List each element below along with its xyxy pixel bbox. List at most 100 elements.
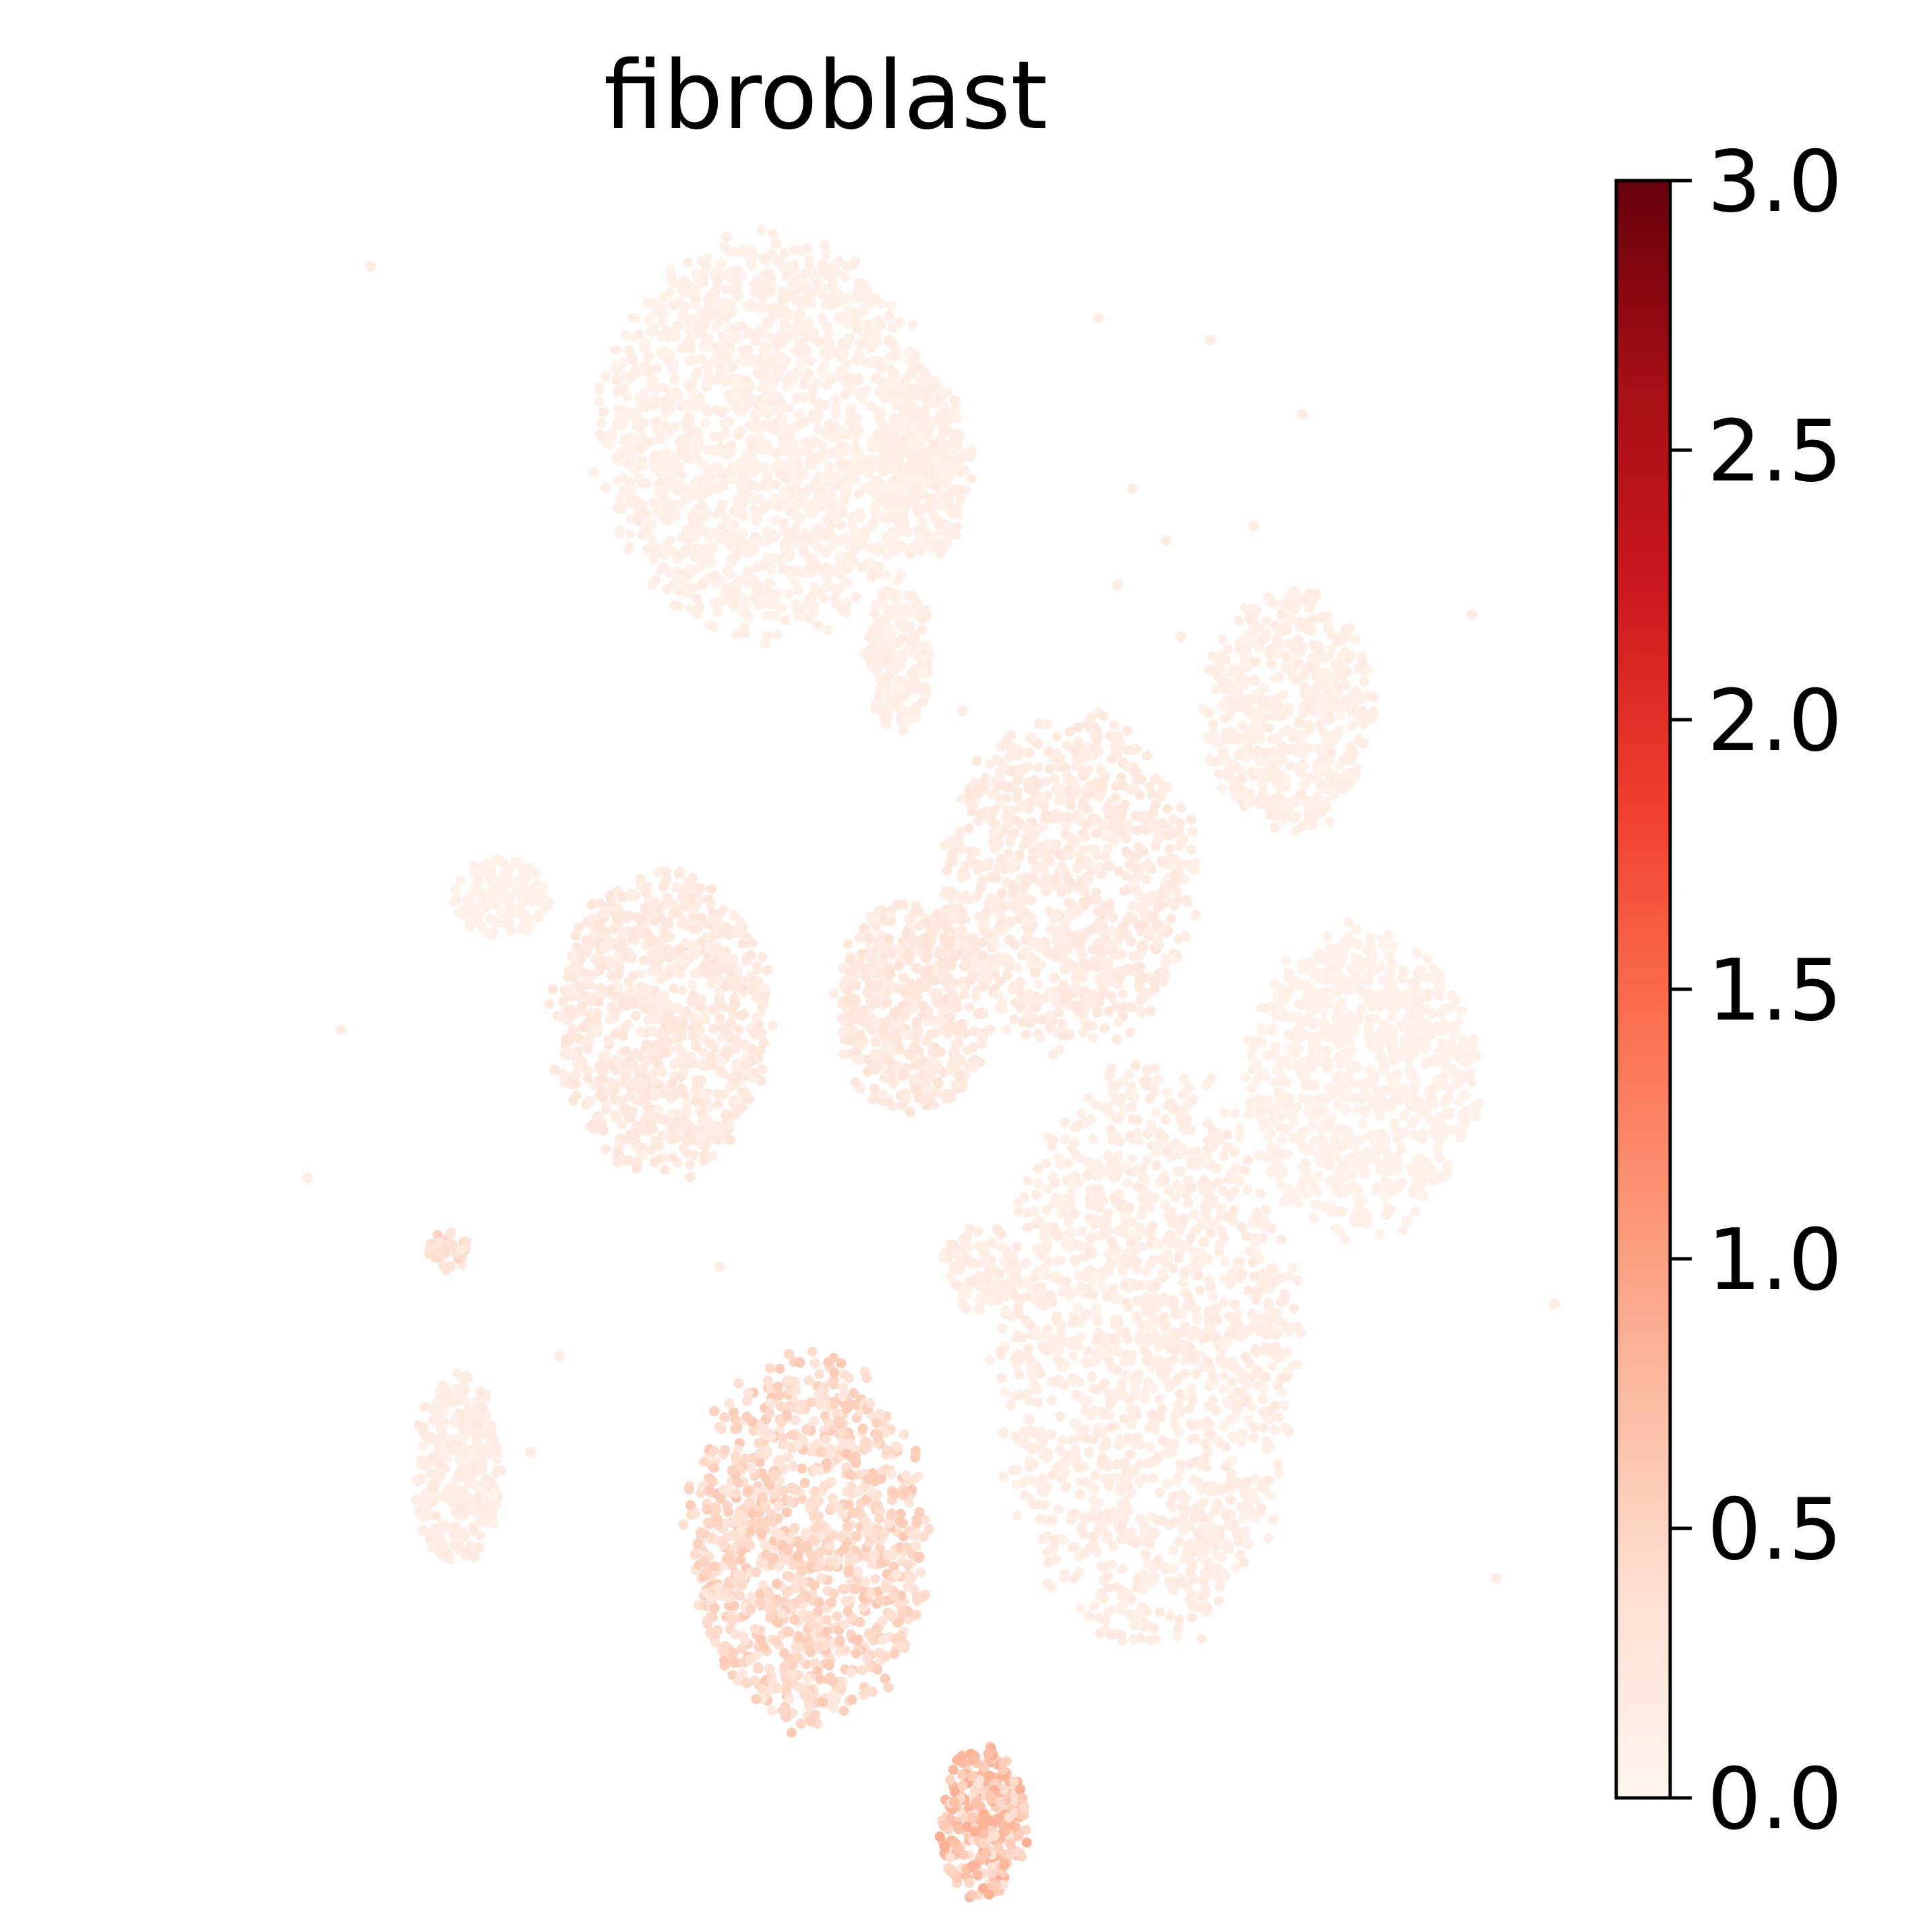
- cell-point-6-458: [1103, 1006, 1114, 1017]
- cell-point-4-251: [547, 984, 558, 995]
- cell-point-0-1139: [710, 270, 721, 281]
- cell-point-0-1550: [678, 575, 689, 586]
- cell-point-0-1242: [665, 287, 675, 298]
- cell-point-0-1106: [760, 638, 770, 649]
- cell-point-2-147: [899, 678, 910, 689]
- cell-point-4-537: [729, 1094, 739, 1105]
- cell-point-6-664: [1058, 861, 1068, 872]
- cell-point-0-243: [766, 565, 777, 575]
- cell-point-4-861: [689, 1150, 700, 1160]
- cell-point-0-916: [681, 432, 692, 443]
- cell-point-6-860: [1149, 774, 1160, 784]
- cell-point-0-1403: [873, 409, 884, 420]
- cell-point-0-934: [881, 569, 892, 580]
- cell-point-6-759: [1002, 812, 1012, 823]
- cell-point-7-29: [1263, 592, 1274, 603]
- cell-point-4-847: [635, 968, 646, 979]
- cell-point-0-1481: [644, 314, 654, 325]
- cell-point-6-108: [1051, 731, 1062, 742]
- cell-point-0-1070: [776, 602, 787, 613]
- cell-point-0-1312: [749, 494, 759, 505]
- cell-point-0-1082: [702, 334, 713, 345]
- cell-point-4-876: [620, 953, 631, 964]
- cell-point-0-825: [721, 428, 731, 439]
- cell-point-5-427: [842, 1018, 853, 1028]
- cell-point-6-728: [1161, 830, 1171, 841]
- cell-point-4-616: [617, 892, 627, 902]
- cell-point-4-747: [636, 914, 647, 925]
- cell-point-7-187: [1297, 821, 1308, 832]
- cell-point-6-589: [1119, 886, 1130, 896]
- cell-point-0-1459: [804, 254, 815, 265]
- cell-point-6-847: [981, 928, 992, 939]
- cell-point-4-714: [628, 999, 639, 1009]
- cell-point-6-695: [1175, 803, 1186, 813]
- cell-point-4-870: [582, 1073, 592, 1084]
- cell-point-0-1198: [805, 508, 816, 519]
- cell-point-0-883: [627, 354, 638, 365]
- cell-point-4-760: [597, 1092, 608, 1102]
- cell-point-0-866: [645, 326, 656, 337]
- cell-point-4-878: [741, 1040, 752, 1051]
- cell-point-4-640: [669, 1089, 680, 1100]
- cell-point-7-341: [1313, 681, 1324, 692]
- cell-point-6-778: [1045, 1023, 1055, 1034]
- cell-point-7-463: [1208, 718, 1219, 729]
- cell-point-0-949: [824, 461, 834, 472]
- cell-point-6-779: [1062, 945, 1073, 956]
- cell-point-6-730: [1153, 835, 1163, 846]
- cell-point-0-1509: [722, 334, 732, 345]
- cell-point-6-843: [973, 783, 984, 794]
- cell-point-6-793: [1094, 791, 1105, 802]
- cell-point-0-1194: [835, 425, 846, 436]
- cell-point-0-1461: [817, 261, 828, 272]
- cell-point-6-757: [1167, 898, 1177, 909]
- cell-point-7-442: [1295, 788, 1306, 799]
- cell-point-5-394: [904, 950, 914, 961]
- cell-point-4-716: [723, 925, 733, 935]
- cell-point-0-1450: [725, 588, 735, 598]
- cell-point-6-412: [1033, 762, 1043, 772]
- cell-point-0-1555: [694, 563, 705, 573]
- cell-point-0-873: [822, 482, 832, 493]
- cell-point-6-586: [1078, 896, 1089, 907]
- cell-point-5-421: [851, 980, 861, 991]
- cell-point-0-1596: [696, 526, 707, 537]
- cell-point-5-483: [875, 958, 886, 969]
- cell-point-4-860: [590, 954, 601, 965]
- cell-point-4-544: [628, 1059, 639, 1070]
- cell-point-2-90: [863, 654, 874, 665]
- cell-point-6-560: [960, 890, 971, 901]
- cell-point-4-845: [671, 1016, 681, 1026]
- cell-point-4-818: [696, 1059, 707, 1069]
- cell-point-4-835: [712, 1099, 723, 1110]
- cell-point-7-465: [1277, 610, 1287, 621]
- cell-point-1-248: [933, 540, 944, 551]
- cell-point-4-896: [615, 908, 625, 918]
- cell-point-6-899: [1002, 782, 1013, 793]
- cell-point-6-374: [1190, 857, 1200, 868]
- cell-point-4-602: [742, 1094, 753, 1104]
- cell-point-1-218: [938, 425, 948, 436]
- cell-point-5-473: [921, 941, 932, 952]
- cell-point-5-469: [950, 1045, 960, 1056]
- cell-point-6-197: [1142, 750, 1152, 761]
- cell-point-0-1210: [741, 578, 752, 589]
- cell-point-6-762: [1164, 854, 1175, 865]
- cell-point-0-1539: [731, 265, 742, 276]
- cell-point-0-258: [783, 403, 794, 414]
- cell-point-7-110: [1233, 615, 1244, 626]
- cell-point-0-1581: [694, 442, 704, 453]
- cell-point-7-424: [1348, 768, 1359, 778]
- cell-point-4-781: [611, 1079, 621, 1089]
- cell-point-4-738: [580, 1037, 590, 1048]
- cell-point-4-724: [715, 1065, 726, 1076]
- cell-point-0-1586: [865, 335, 876, 345]
- cell-point-0-1470: [668, 300, 679, 311]
- cell-point-6-628: [1074, 881, 1084, 892]
- cell-point-0-1589: [803, 369, 814, 379]
- cell-point-0-1520: [746, 536, 757, 547]
- cell-point-0-1466: [630, 365, 640, 375]
- cell-point-0-233: [620, 330, 631, 340]
- cell-point-0-1336: [826, 422, 836, 433]
